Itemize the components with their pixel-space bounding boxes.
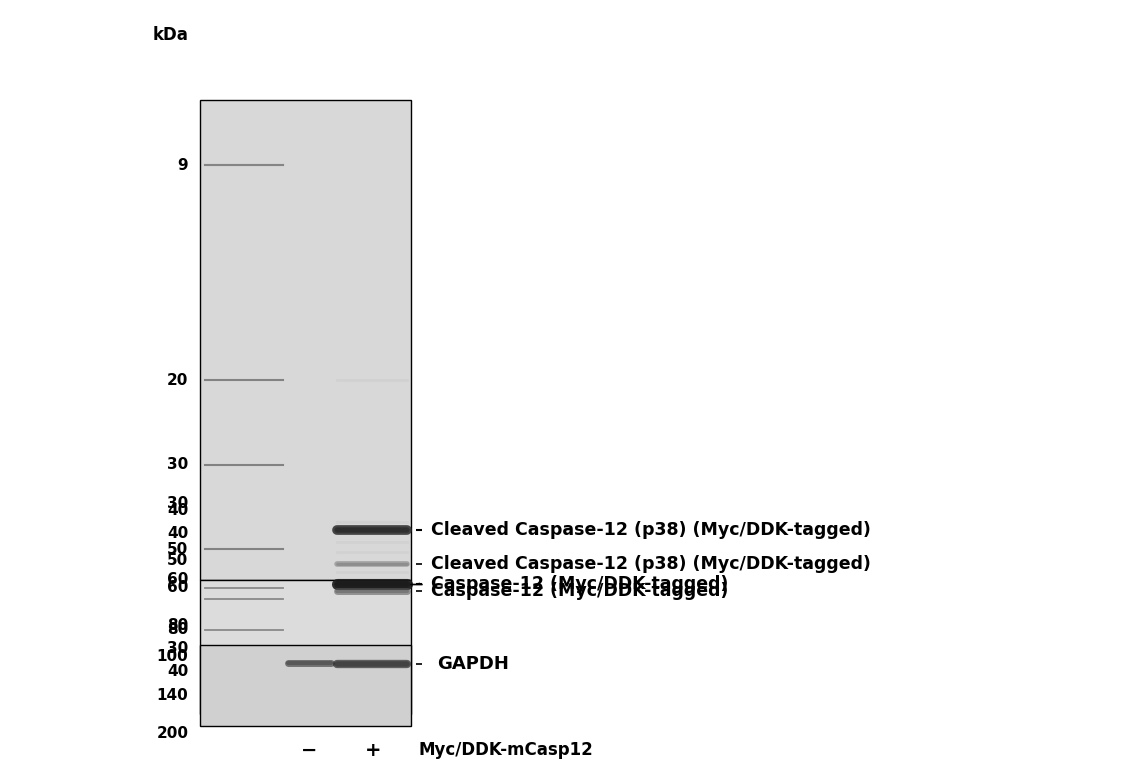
Text: 100: 100: [156, 649, 188, 664]
Text: Myc/DDK-mCasp12: Myc/DDK-mCasp12: [419, 741, 593, 759]
FancyBboxPatch shape: [200, 580, 411, 714]
Text: 200: 200: [156, 726, 188, 741]
Text: 80: 80: [167, 622, 188, 637]
Text: Cleaved Caspase-12 (p38) (Myc/DDK-tagged): Cleaved Caspase-12 (p38) (Myc/DDK-tagged…: [431, 555, 872, 574]
Text: 50: 50: [167, 541, 188, 557]
Text: 9: 9: [178, 157, 188, 173]
FancyBboxPatch shape: [200, 645, 411, 726]
Text: 40: 40: [167, 664, 188, 680]
FancyBboxPatch shape: [200, 100, 411, 580]
Text: 60: 60: [167, 572, 188, 588]
Text: 40: 40: [167, 526, 188, 541]
Text: 140: 140: [156, 687, 188, 703]
Text: 50: 50: [167, 553, 188, 568]
Text: 40: 40: [167, 503, 188, 518]
Text: 20: 20: [167, 372, 188, 388]
Text: Cleaved Caspase-12 (p38) (Myc/DDK-tagged): Cleaved Caspase-12 (p38) (Myc/DDK-tagged…: [431, 521, 872, 539]
Text: GAPDH: GAPDH: [437, 655, 509, 674]
Text: 30: 30: [167, 641, 188, 657]
Text: kDa: kDa: [153, 25, 188, 44]
Text: −: −: [301, 741, 317, 760]
Text: +: +: [364, 741, 381, 760]
Text: 30: 30: [167, 457, 188, 472]
Text: 60: 60: [167, 580, 188, 595]
Text: Caspase-12 (Myc/DDK-tagged): Caspase-12 (Myc/DDK-tagged): [431, 574, 729, 593]
Text: Caspase-12 (Myc/DDK-tagged): Caspase-12 (Myc/DDK-tagged): [431, 582, 729, 601]
Text: 80: 80: [167, 618, 188, 634]
Text: 30: 30: [167, 495, 188, 511]
